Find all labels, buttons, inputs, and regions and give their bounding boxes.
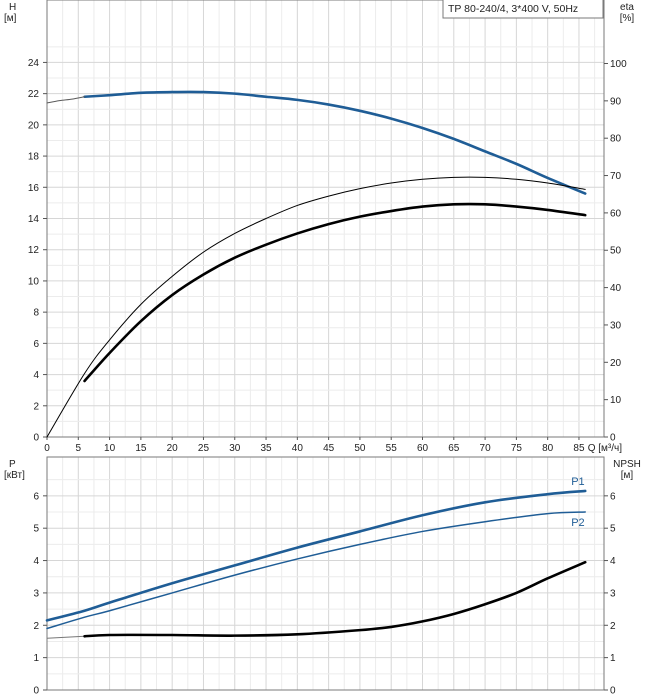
y2-tick-label: 30 [610,320,622,331]
y-tick-label: 16 [28,183,40,194]
series-label-p1: P1 [571,476,584,488]
chart-title: TP 80-240/4, 3*400 V, 50Hz [448,3,578,15]
y-axis-unit: [кВт] [4,470,25,481]
x-tick-label: 55 [386,443,398,454]
y-tick-label: 4 [33,556,39,567]
y2-axis-unit: [м] [621,470,634,481]
x-tick-label: 50 [354,443,366,454]
y2-tick-label: 4 [610,556,616,567]
series-curve-2 [46,635,86,639]
y-tick-label: 2 [33,401,39,412]
x-tick-label: 60 [417,443,429,454]
y-tick-label: 12 [28,245,40,256]
series-curve-3 [83,202,587,383]
x-tick-label: 25 [198,443,210,454]
y-tick-label: 6 [33,339,39,350]
y2-tick-label: 0 [610,433,616,444]
x-tick-label: 0 [44,443,50,454]
y-tick-label: 5 [33,524,39,535]
y-tick-label: 14 [28,214,40,225]
y-tick-label: 10 [28,276,40,287]
x-tick-label: 75 [511,443,523,454]
y-tick-label: 8 [33,308,39,319]
y2-axis-label: eta [620,2,634,13]
y-tick-label: 0 [33,433,39,444]
y2-tick-label: 40 [610,283,622,294]
series-curve-3 [83,560,587,638]
y2-tick-label: 80 [610,134,622,145]
p2-curve [46,511,586,630]
y2-tick-label: 10 [610,395,622,406]
plot-frame [46,456,605,691]
x-tick-label: 85 [573,443,585,454]
y-tick-label: 3 [33,588,39,599]
x-tick-label: 45 [323,443,335,454]
y2-tick-label: 0 [610,686,616,697]
y-tick-label: 0 [33,686,39,697]
x-tick-label: 40 [292,443,304,454]
y-axis-unit: [м] [4,13,17,24]
x-axis-label: Q [м³/ч] [588,443,623,454]
y-tick-label: 4 [33,370,39,381]
series-curve-1 [46,96,86,104]
y2-tick-label: 100 [610,59,627,70]
y-tick-label: 20 [28,120,40,131]
x-tick-label: 15 [135,443,147,454]
y2-tick-label: 70 [610,171,622,182]
y-axis-label: P [9,459,16,470]
y2-tick-label: 3 [610,588,616,599]
x-tick-label: 65 [448,443,460,454]
y-tick-label: 22 [28,89,40,100]
y2-tick-label: 2 [610,621,616,632]
x-tick-label: 30 [229,443,241,454]
y-axis-label: H [9,2,16,13]
x-tick-label: 35 [260,443,272,454]
y-tick-label: 6 [33,491,39,502]
y2-tick-label: 1 [610,653,616,664]
series-label-p2: P2 [571,517,584,529]
y-tick-label: 1 [33,653,39,664]
y2-tick-label: 50 [610,246,622,257]
y2-tick-label: 20 [610,358,622,369]
series-curve-0 [83,90,587,195]
series-curve-2 [46,176,586,438]
x-tick-label: 5 [76,443,82,454]
x-tick-label: 70 [480,443,492,454]
y2-tick-label: 5 [610,524,616,535]
y-tick-label: 18 [28,152,40,163]
y2-axis-unit: [%] [620,13,635,24]
y2-axis-label: NPSH [613,459,641,470]
x-tick-label: 20 [167,443,179,454]
title-box [442,0,604,19]
y-tick-label: 24 [28,58,40,69]
y2-tick-label: 6 [610,491,616,502]
y2-tick-label: 90 [610,96,622,107]
y-tick-label: 2 [33,621,39,632]
p1-curve [45,489,587,622]
x-tick-label: 80 [542,443,554,454]
y2-tick-label: 60 [610,208,622,219]
x-tick-label: 10 [104,443,116,454]
